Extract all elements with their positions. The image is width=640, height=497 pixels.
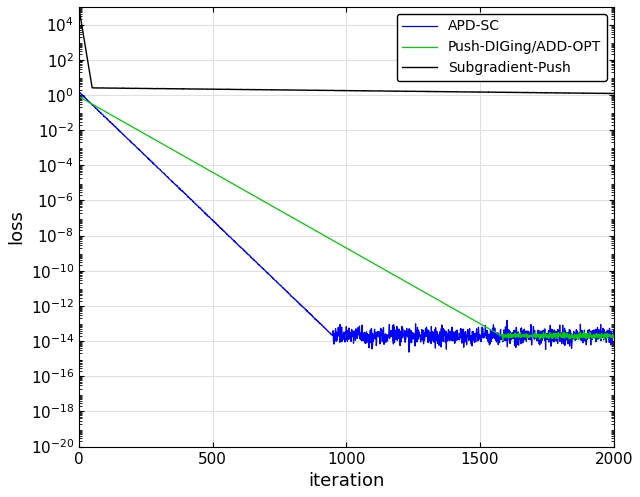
Y-axis label: loss: loss: [7, 209, 25, 244]
APD-SC: [123, 135, 131, 141]
Line: Subgradient-Push: Subgradient-Push: [79, 7, 614, 93]
Subgradient-Push: [610, 90, 618, 96]
Line: APD-SC: APD-SC: [79, 92, 614, 352]
APD-SC: [274, 279, 282, 285]
APD-SC: [516, 335, 524, 341]
X-axis label: iteration: iteration: [308, 472, 385, 490]
Legend: APD-SC, Push-DIGing/ADD-OPT, Subgradient-Push: APD-SC, Push-DIGing/ADD-OPT, Subgradient…: [397, 14, 607, 81]
Push-DIGing/ADD-OPT: [104, 110, 111, 116]
Subgradient-Push: [75, 4, 83, 10]
Push-DIGing/ADD-OPT: [499, 337, 507, 343]
Subgradient-Push: [397, 88, 404, 94]
Push-DIGing/ADD-OPT: [397, 275, 404, 281]
APD-SC: [87, 100, 95, 106]
Push-DIGing/ADD-OPT: [274, 206, 282, 212]
Subgradient-Push: [87, 77, 95, 83]
Push-DIGing/ADD-OPT: [123, 121, 131, 127]
APD-SC: [610, 329, 618, 335]
Push-DIGing/ADD-OPT: [516, 332, 524, 338]
Push-DIGing/ADD-OPT: [75, 93, 83, 99]
Push-DIGing/ADD-OPT: [610, 332, 618, 338]
Push-DIGing/ADD-OPT: [87, 100, 95, 106]
APD-SC: [104, 117, 111, 123]
APD-SC: [75, 89, 83, 95]
APD-SC: [405, 349, 413, 355]
Subgradient-Push: [274, 87, 282, 93]
Line: Push-DIGing/ADD-OPT: Push-DIGing/ADD-OPT: [79, 96, 614, 340]
Subgradient-Push: [123, 85, 131, 91]
Subgradient-Push: [515, 89, 523, 95]
Subgradient-Push: [104, 85, 111, 91]
Subgradient-Push: [610, 90, 618, 96]
APD-SC: [397, 328, 404, 334]
